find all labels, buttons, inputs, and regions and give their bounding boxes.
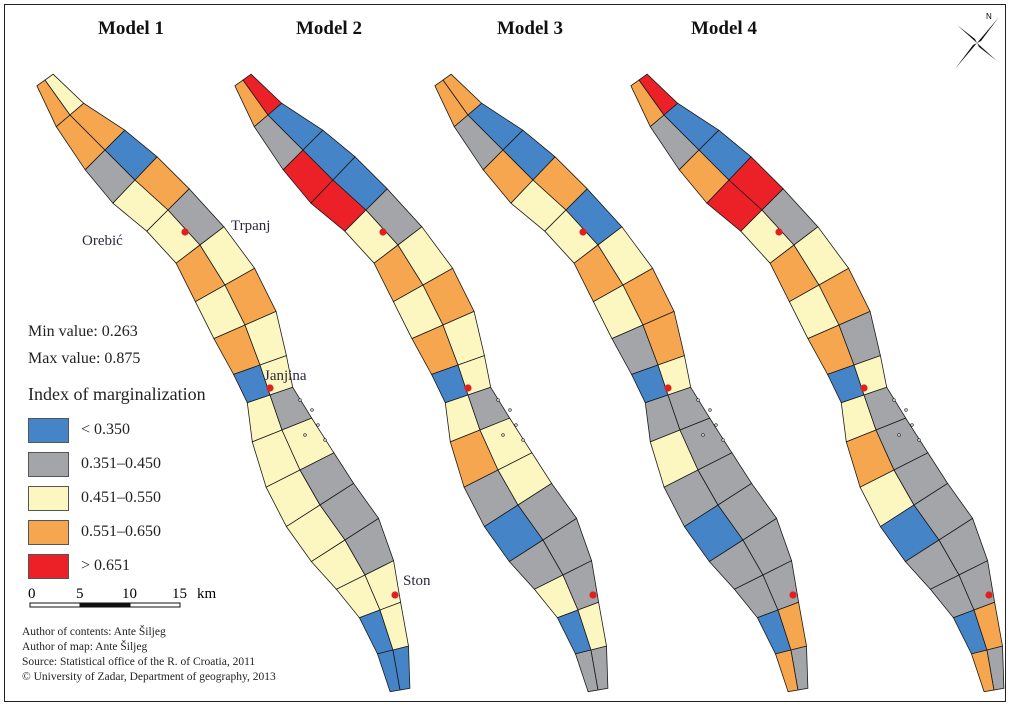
legend-label-2: 0.351–0.450 (81, 455, 161, 472)
islet-3 (714, 423, 718, 427)
municipality-34 (590, 645, 609, 691)
legend-label-3: 0.451–0.550 (81, 489, 161, 506)
islet-4 (501, 433, 505, 437)
legend-item-5: > 0.651 (28, 549, 206, 583)
islet-1 (298, 398, 302, 402)
settlement-dot-2 (266, 384, 274, 392)
islet-1 (696, 398, 700, 402)
legend: Index of marginalization < 0.350 0.351–0… (28, 384, 206, 583)
model-4-title: Model 4 (691, 18, 757, 39)
legend-label-5: > 0.651 (81, 557, 131, 574)
municipality-34 (790, 645, 809, 691)
islet-5 (521, 438, 525, 442)
settlement-dot-3 (789, 591, 797, 599)
legend-title: Index of marginalization (28, 384, 206, 404)
islet-5 (721, 438, 725, 442)
islet-1 (496, 398, 500, 402)
scale-tick-0: 0 (28, 586, 36, 602)
place-label-orebic: Orebić (82, 233, 123, 249)
legend-item-4: 0.551–0.650 (28, 515, 206, 549)
legend-item-3: 0.451–0.550 (28, 481, 206, 515)
legend-label-1: < 0.350 (81, 421, 131, 438)
islet-5 (917, 438, 921, 442)
min-value: Min value: 0.263 (28, 323, 138, 340)
value-range: Min value: 0.263 Max value: 0.875 (28, 318, 140, 372)
legend-swatch-2 (28, 451, 69, 477)
legend-item-1: < 0.350 (28, 413, 206, 447)
legend-item-2: 0.351–0.450 (28, 447, 206, 481)
credit-author-map: Author of map: Ante Šiljeg (22, 641, 148, 653)
islet-2 (310, 408, 314, 412)
legend-swatch-4 (28, 519, 69, 545)
place-label-janjina: Janjina (264, 368, 307, 384)
place-label-ston: Ston (403, 573, 431, 589)
legend-swatch-1 (28, 417, 69, 443)
map-model-1 (36, 73, 411, 693)
model-3-title: Model 3 (497, 18, 563, 39)
settlement-dot-1 (579, 228, 587, 236)
settlement-dot-3 (391, 591, 399, 599)
max-value: Max value: 0.875 (28, 350, 141, 367)
scale-bar: 0 5 10 15 km (28, 586, 217, 608)
map-model-2 (234, 73, 609, 693)
model-2-title: Model 2 (296, 18, 362, 39)
islet-2 (708, 408, 712, 412)
islet-4 (897, 433, 901, 437)
legend-label-4: 0.551–0.650 (81, 523, 161, 540)
settlement-dot-1 (379, 228, 387, 236)
scale-unit: km (197, 586, 217, 602)
islet-4 (701, 433, 705, 437)
settlement-dot-2 (860, 384, 868, 392)
settlement-dot-1 (181, 228, 189, 236)
municipality-34 (392, 645, 411, 691)
legend-swatch-3 (28, 485, 69, 511)
islet-3 (910, 423, 914, 427)
map-model-3 (434, 73, 809, 693)
islet-3 (514, 423, 518, 427)
scale-tick-5: 5 (76, 586, 84, 602)
islet-5 (323, 438, 327, 442)
north-arrow-icon: N (955, 12, 999, 69)
settlement-dot-2 (464, 384, 472, 392)
map-credits: Author of contents: Ante Šiljeg Author o… (22, 625, 276, 685)
settlement-dot-3 (985, 591, 993, 599)
islet-2 (508, 408, 512, 412)
settlement-dot-3 (589, 591, 597, 599)
scale-tick-15: 15 (172, 586, 187, 602)
municipality-34 (986, 645, 1005, 691)
credit-author-contents: Author of contents: Ante Šiljeg (22, 626, 166, 638)
settlement-dot-1 (775, 228, 783, 236)
islet-1 (892, 398, 896, 402)
credit-source: Source: Statistical office of the R. of … (22, 656, 256, 668)
place-label-trpanj: Trpanj (231, 218, 270, 234)
islet-2 (904, 408, 908, 412)
legend-swatch-5 (28, 553, 69, 579)
credit-copyright: © University of Zadar, Department of geo… (22, 671, 276, 683)
model-1-title: Model 1 (98, 18, 164, 39)
islet-3 (316, 423, 320, 427)
settlement-dot-2 (664, 384, 672, 392)
islet-4 (303, 433, 307, 437)
scale-tick-10: 10 (122, 586, 137, 602)
svg-text:N: N (986, 12, 992, 21)
map-model-4 (630, 73, 1005, 693)
